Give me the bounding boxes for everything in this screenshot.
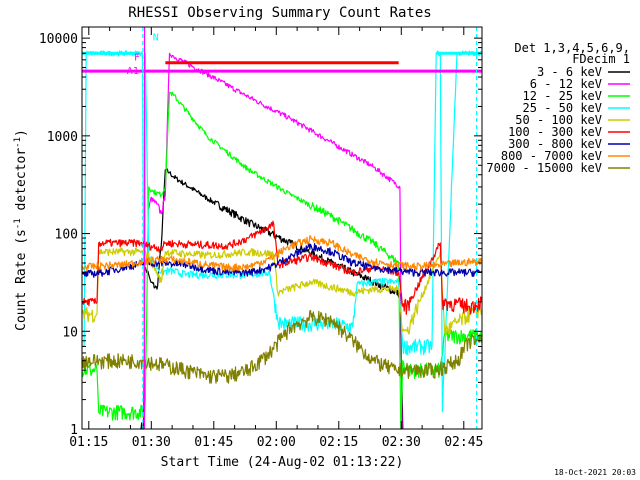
y-tick-label: 1000 — [47, 130, 78, 145]
legend-entry-label: 100 - 300 keV — [508, 125, 602, 139]
x-tick-label: 01:30 — [132, 435, 171, 450]
legend-entry-label: 800 - 7000 keV — [501, 149, 602, 163]
legend-entry-label: 50 - 100 keV — [515, 113, 602, 127]
y-tick-label: 10 — [62, 325, 78, 340]
x-tick-label: 01:45 — [194, 435, 233, 450]
x-tick-label: 02:30 — [382, 435, 421, 450]
legend-header: Det 1,3,4,5,6,9, — [514, 41, 630, 55]
flag-label: F — [134, 53, 140, 64]
y-tick-label: 10000 — [39, 32, 78, 47]
series-line-300-800-kev — [81, 243, 483, 278]
legend-entry-label: 7000 - 15000 keV — [486, 161, 602, 175]
x-tick-label: 01:15 — [69, 435, 108, 450]
flag-label: N — [153, 32, 159, 43]
series-line-7000-15000-kev — [81, 309, 483, 384]
y-tick-label: 100 — [55, 228, 78, 243]
x-tick-label: 02:45 — [444, 435, 483, 450]
series-line-3-6-kev — [140, 168, 404, 430]
legend-entry-label: 3 - 6 keV — [537, 65, 602, 79]
y-axis: 1 10 100 1000 10000 — [39, 32, 482, 438]
series-line-6-12-kev — [148, 52, 403, 430]
x-axis-label: Start Time (24-Aug-02 01:13:22) — [161, 455, 404, 470]
chart-title: RHESSI Observing Summary Count Rates — [128, 5, 431, 21]
plot-frame — [81, 26, 483, 430]
y-axis-label: Count Rate (s-1 detector-1) — [13, 129, 29, 331]
x-tick-label: 02:15 — [319, 435, 358, 450]
x-tick-label: 02:00 — [257, 435, 296, 450]
series-line-800-7000-kev — [81, 235, 483, 272]
legend-entry-label: 12 - 25 keV — [523, 89, 602, 103]
legend-entry-label: 300 - 800 keV — [508, 137, 602, 151]
legend-entry-label: 6 - 12 keV — [530, 77, 602, 91]
y-tick-label: 1 — [70, 423, 78, 438]
flag-label: A1 — [127, 66, 139, 77]
legend-entry-label: 25 - 50 keV — [523, 101, 602, 115]
footer-timestamp: 18-Oct-2021 20:03 — [554, 468, 636, 477]
plot-series-group: F A1 N — [81, 27, 483, 430]
x-axis: 01:15 01:30 01:45 02:00 02:15 02:30 02:45 — [69, 27, 483, 450]
legend-header: FDecim 1 — [572, 52, 630, 66]
series-line-12-25-kev — [81, 91, 483, 430]
